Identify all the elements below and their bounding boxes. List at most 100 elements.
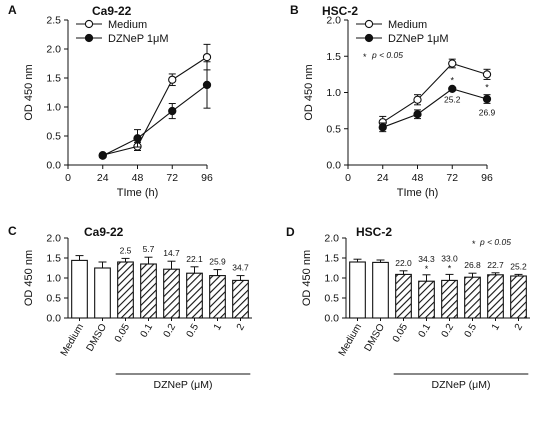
x-tick-label: DMSO — [363, 322, 388, 354]
x-tick-label: 72 — [166, 172, 178, 184]
panel-b: B HSC-2 0.0 0.5 1.0 1.5 2.0 OD 450 nm 0 24 48 72 96 T… — [290, 3, 496, 199]
y-tick-label: 0.0 — [326, 160, 341, 172]
chart-title: HSC-2 — [356, 225, 392, 239]
series-line — [102, 84, 208, 157]
panel-a: A Ca9-22 0.0 0.5 1.0 1.5 2.0 2.5 OD 450 nm 0 24 48 7… — [8, 3, 213, 199]
significance-star: * — [448, 263, 452, 273]
x-axis-label: TIme (h) — [117, 187, 159, 199]
x-tick-label: 0.05 — [391, 322, 410, 345]
x-tick-label: 96 — [481, 172, 493, 184]
y-tick-label: 2.5 — [46, 15, 61, 27]
significance-star: * — [363, 52, 367, 62]
x-tick-label: 0.2 — [162, 322, 179, 340]
data-label: 34.7 — [232, 263, 249, 273]
x-tick-label: 2 — [513, 322, 526, 333]
data-point — [413, 95, 422, 104]
x-tick-label: 0.1 — [139, 322, 156, 340]
data-point — [448, 59, 457, 68]
y-tick-label: 1.0 — [324, 273, 339, 285]
data-label: 26.8 — [464, 260, 481, 270]
legend-marker — [84, 33, 94, 43]
bar — [510, 275, 527, 319]
x-axis-label: TIme (h) — [397, 187, 439, 199]
data-point — [133, 134, 142, 143]
x-tick-label: 24 — [97, 172, 109, 184]
bar — [464, 276, 481, 319]
x-tick-label: 48 — [132, 172, 144, 184]
x-tick-label: 24 — [377, 172, 389, 184]
y-tick-label: 1.5 — [46, 73, 61, 85]
y-tick-label: 0.0 — [46, 160, 61, 172]
y-tick-label: 0.5 — [46, 293, 61, 305]
series-line — [102, 56, 208, 156]
bar — [349, 261, 366, 319]
y-tick-label: 1.0 — [46, 273, 61, 285]
data-point — [482, 70, 492, 79]
x-tick-label: Medium — [337, 322, 364, 358]
x-tick-label: 48 — [412, 172, 424, 184]
y-axis-label: OD 450 nm — [303, 64, 315, 120]
x-tick-label: 0.5 — [463, 322, 480, 340]
data-label: 25.9 — [209, 257, 226, 267]
panel-c: C Ca9-22 0.0 0.5 1.0 1.5 2.0 OD 450 nm MediumDMS… — [8, 224, 252, 391]
significance-star: * — [472, 239, 476, 249]
bar — [140, 263, 157, 319]
chart-title: Ca9-22 — [92, 4, 132, 18]
y-tick-label: 2.0 — [326, 15, 341, 27]
y-tick-label: 1.5 — [326, 51, 341, 63]
x-tick-label: 2 — [235, 322, 248, 333]
data-label: 25.2 — [510, 261, 527, 271]
y-tick-label: 2.0 — [324, 233, 339, 245]
y-tick-label: 1.5 — [324, 253, 339, 265]
data-label: 5.7 — [143, 244, 155, 254]
x-tick-label: Medium — [59, 322, 86, 358]
data-label: 25.2 — [444, 94, 461, 104]
bar — [232, 279, 249, 319]
bar — [487, 274, 504, 319]
bar — [163, 268, 180, 319]
y-tick-label: 1.5 — [46, 253, 61, 265]
significance-note: p < 0.05 — [479, 237, 511, 247]
series-line — [382, 62, 488, 123]
data-label: 22.1 — [186, 254, 203, 264]
x-tick-label: 72 — [446, 172, 458, 184]
data-point — [448, 84, 457, 94]
y-tick-label: 2.0 — [46, 44, 61, 56]
panel-letter: B — [290, 3, 299, 17]
annotation-star: * — [450, 75, 454, 85]
y-tick-label: 0.5 — [326, 123, 341, 135]
legend-marker — [364, 33, 374, 43]
x-tick-label: 0 — [345, 172, 351, 184]
data-point — [168, 75, 177, 84]
chart-title: Ca9-22 — [84, 225, 124, 239]
data-point — [98, 151, 107, 160]
y-tick-label: 1.0 — [326, 87, 341, 99]
data-label: 14.7 — [163, 248, 180, 258]
y-tick-label: 1.0 — [46, 102, 61, 114]
x-tick-label: 0.5 — [185, 322, 202, 340]
y-tick-label: 0.5 — [46, 131, 61, 143]
legend-marker — [364, 19, 374, 29]
significance-note: p < 0.05 — [371, 50, 403, 60]
group-label: DZNeP (μM) — [154, 379, 213, 391]
panel-letter: A — [8, 3, 17, 17]
legend-label: DZNeP 1μM — [108, 33, 169, 45]
annotation-star: * — [485, 83, 489, 93]
data-label: 26.9 — [479, 107, 496, 117]
data-label: 34.3 — [418, 254, 435, 264]
data-point — [202, 52, 212, 62]
bar — [441, 279, 458, 319]
y-tick-label: 0.0 — [46, 313, 61, 325]
panel-letter: D — [286, 225, 295, 239]
legend-label: DZNeP 1μM — [388, 33, 449, 45]
x-tick-label: 0.1 — [417, 322, 434, 340]
legend-marker — [84, 19, 94, 29]
x-tick-label: 0.2 — [440, 322, 457, 340]
panel-letter: C — [8, 224, 17, 238]
legend-label: Medium — [388, 19, 427, 31]
bar — [209, 275, 226, 319]
bar — [372, 261, 389, 319]
data-label: 2.5 — [120, 245, 132, 255]
y-tick-label: 0.5 — [324, 293, 339, 305]
